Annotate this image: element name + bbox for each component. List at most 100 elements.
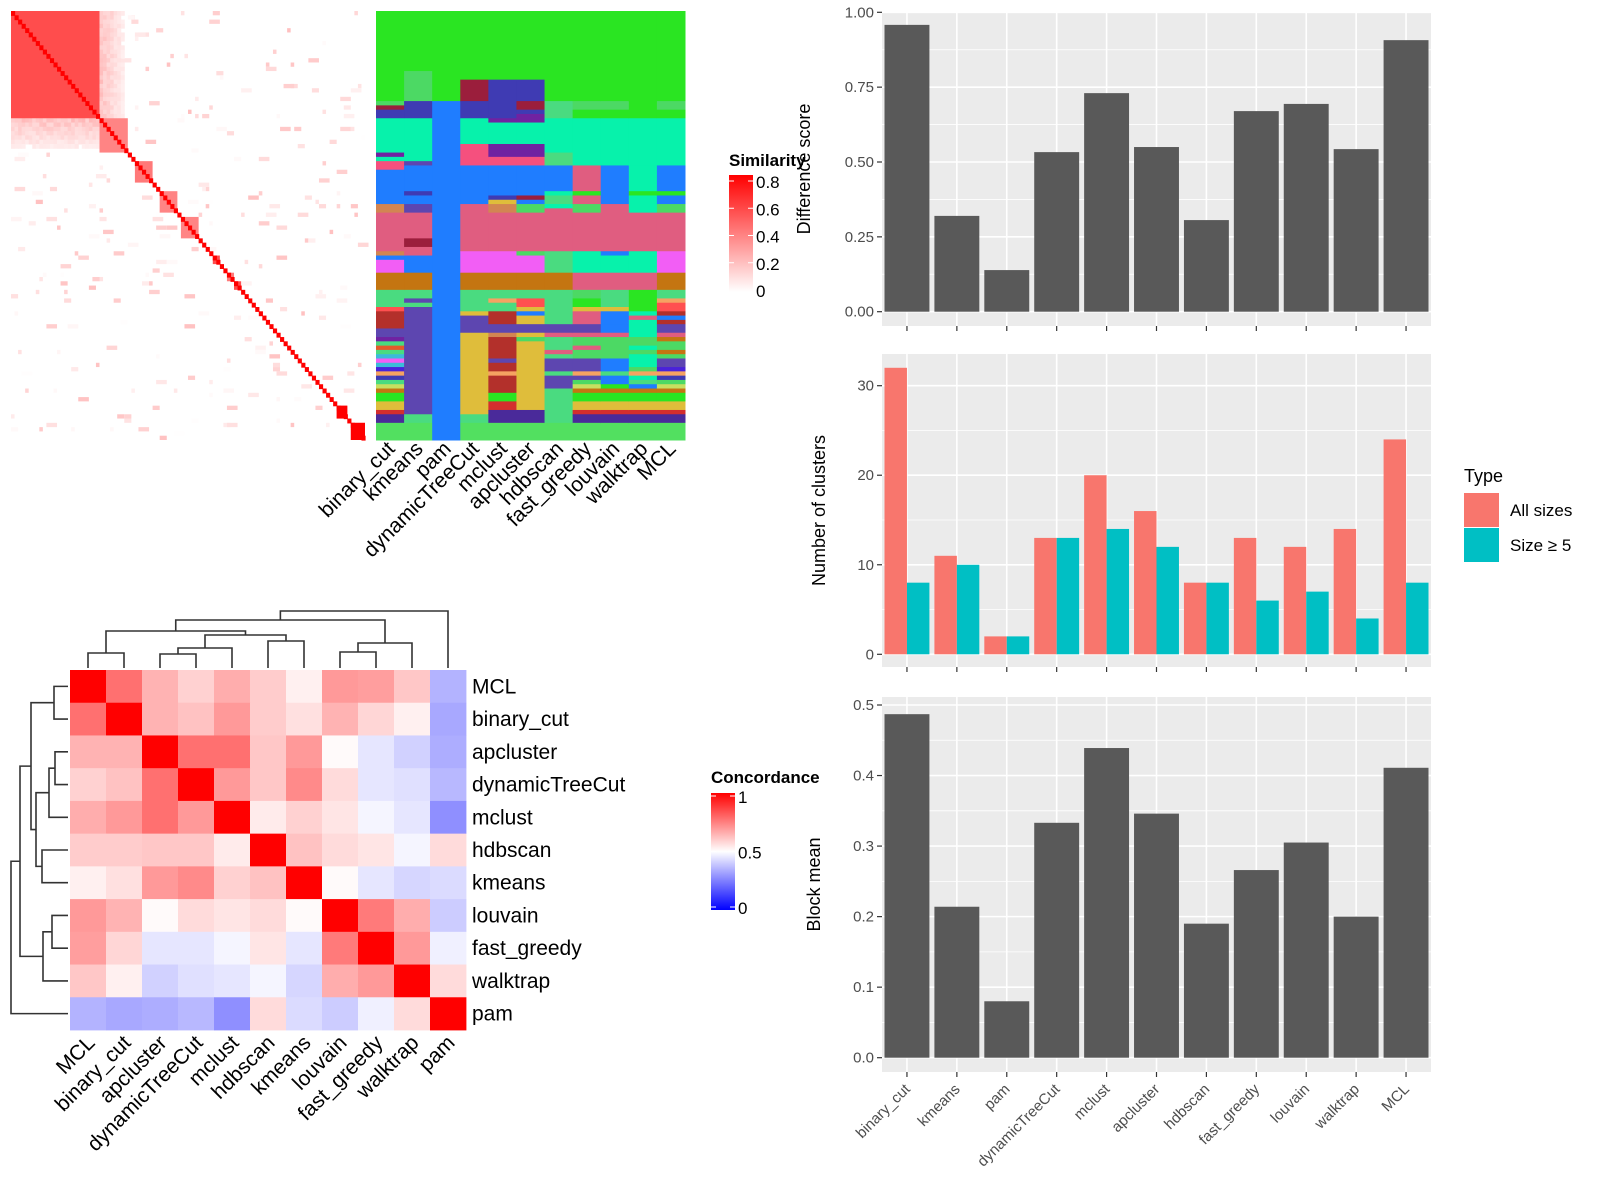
similarity-cell	[103, 45, 108, 51]
cluster-segment	[628, 272, 658, 291]
similarity-cell	[318, 204, 327, 209]
similarity-cell	[85, 131, 90, 136]
similarity-cell	[343, 388, 355, 393]
similarity-cell	[74, 118, 79, 124]
similarity-cell	[74, 139, 79, 145]
cluster-segment	[572, 401, 602, 411]
similarity-cell	[156, 354, 160, 359]
similarity-cell	[78, 118, 83, 124]
similarity-cell	[290, 422, 295, 428]
cluster-segment	[572, 388, 602, 394]
similarity-cell	[110, 49, 115, 55]
similarity-cell	[28, 122, 33, 128]
cluster-segment	[404, 118, 433, 162]
cluster-segment	[376, 384, 405, 390]
similarity-cell	[343, 113, 355, 119]
similarity-cell	[99, 92, 104, 98]
similarity-cell	[49, 143, 54, 149]
similarity-cell	[258, 264, 263, 269]
similarity-cell	[113, 298, 121, 303]
similarity-cell	[99, 53, 104, 59]
cluster-segment	[600, 109, 630, 119]
x-tick-label: kmeans	[915, 1081, 964, 1130]
similarity-cell	[42, 174, 47, 179]
similarity-cell	[120, 53, 125, 59]
concordance-cell	[106, 768, 143, 802]
bar	[1306, 591, 1329, 655]
similarity-diagonal-cell	[265, 319, 271, 325]
similarity-cell	[99, 113, 104, 119]
cluster-segment	[516, 409, 546, 424]
similarity-cell	[103, 15, 108, 21]
similarity-diagonal-cell	[205, 246, 210, 252]
similarity-diagonal-cell	[35, 41, 40, 46]
similarity-diagonal-cell	[166, 199, 171, 205]
legend-label: All sizes	[1510, 501, 1572, 520]
cluster-segment	[376, 375, 405, 381]
cluster-segment	[516, 204, 546, 214]
similarity-cell	[106, 28, 111, 33]
similarity-cell	[241, 212, 245, 217]
similarity-diagonal-cell	[124, 148, 129, 154]
similarity-cell	[99, 83, 104, 89]
similarity-cell	[14, 131, 19, 136]
similarity-cell	[11, 414, 15, 419]
similarity-cell	[340, 96, 351, 102]
similarity-cell	[294, 397, 302, 402]
cluster-segment	[376, 255, 405, 261]
bar	[1006, 636, 1030, 655]
similarity-cell	[117, 96, 122, 102]
cluster-segment	[628, 375, 658, 381]
concordance-cell	[142, 735, 179, 769]
similarity-cell	[11, 131, 16, 136]
concordance-cell	[70, 964, 107, 998]
similarity-cell	[198, 212, 203, 217]
similarity-cell	[103, 66, 108, 72]
dendrogram-branch	[53, 685, 68, 720]
cluster-segment	[376, 11, 405, 102]
concordance-cell	[430, 670, 467, 704]
similarity-cell	[74, 126, 79, 132]
similarity-cell	[357, 362, 362, 368]
concordance-cell	[106, 866, 143, 900]
similarity-cell	[11, 126, 16, 132]
similarity-cell	[88, 139, 93, 145]
similarity-cell	[11, 135, 16, 141]
cluster-segment	[376, 165, 405, 171]
similarity-cell	[106, 109, 111, 115]
similarity-cell	[340, 324, 351, 329]
similarity-cell	[124, 418, 132, 423]
similarity-cell	[110, 62, 115, 68]
cluster-segment	[404, 212, 433, 239]
similarity-cell	[120, 79, 125, 85]
similarity-cell	[32, 126, 37, 132]
similarity-cell	[180, 11, 185, 16]
similarity-cell	[110, 105, 115, 111]
concordance-row-label: pam	[472, 1003, 513, 1026]
cluster-segment	[656, 212, 686, 252]
similarity-cell	[64, 139, 69, 145]
similarity-diagonal-cell	[212, 255, 217, 261]
similarity-cell	[88, 285, 96, 290]
similarity-cell	[28, 131, 33, 136]
similarity-cell	[156, 259, 167, 265]
cluster-segment	[600, 255, 630, 274]
similarity-cell	[35, 131, 40, 136]
similarity-cell	[120, 319, 128, 325]
similarity-cell	[110, 109, 115, 115]
similarity-cell	[71, 135, 76, 141]
cluster-segment	[376, 354, 405, 359]
similarity-cell	[113, 58, 118, 63]
similarity-cell	[99, 216, 107, 222]
bar	[1134, 813, 1179, 1058]
cluster-method-labels: binary_cutkmeanspamdynamicTreeCutmclusta…	[315, 437, 681, 562]
similarity-diagonal-cell	[333, 401, 338, 407]
similarity-cell	[21, 122, 26, 128]
cluster-segment	[376, 422, 405, 441]
similarity-cell	[39, 135, 44, 141]
similarity-cell	[60, 135, 65, 141]
cluster-segment	[376, 337, 405, 342]
cluster-segment	[572, 11, 602, 102]
similarity-diagonal-cell	[46, 53, 51, 59]
similarity-cell	[166, 225, 178, 230]
